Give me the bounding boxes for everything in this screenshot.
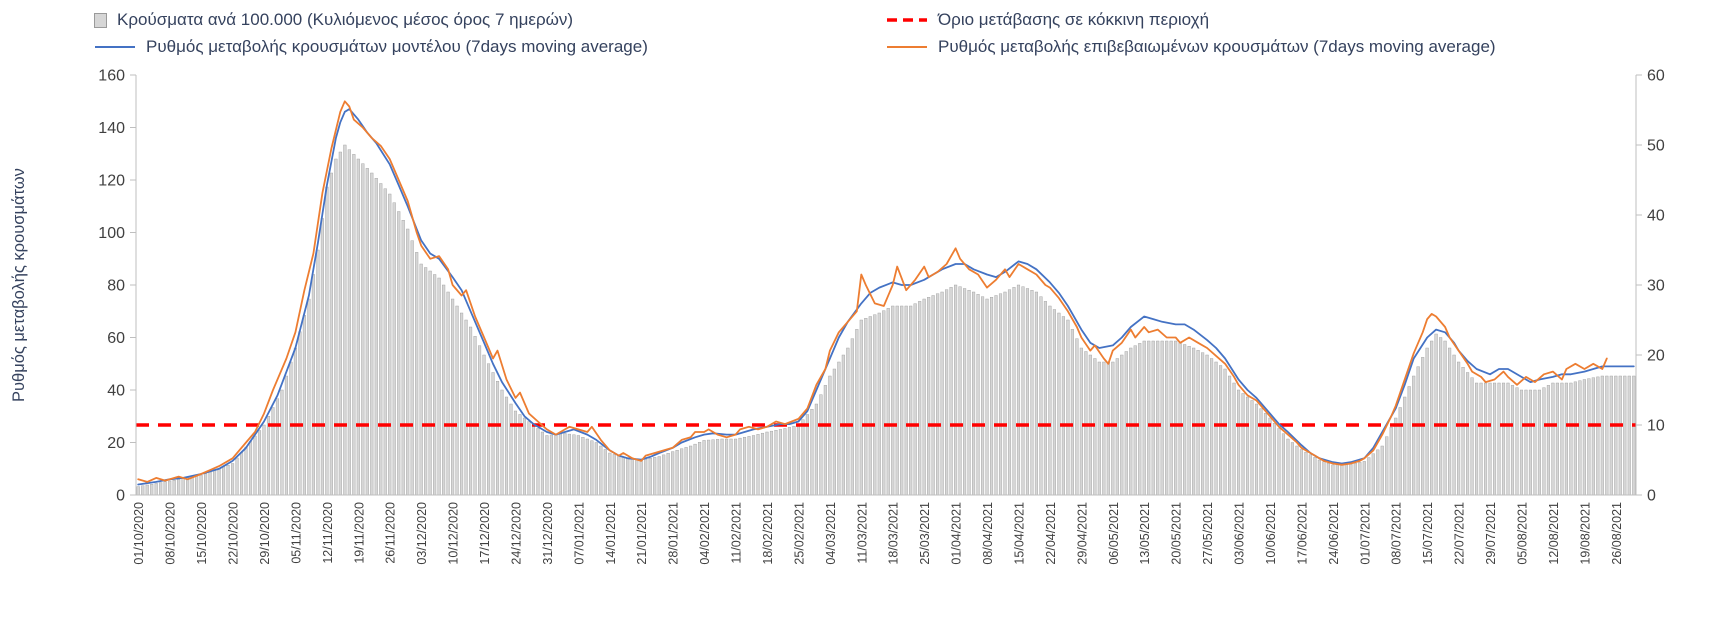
svg-text:29/07/2021: 29/07/2021 [1484,502,1498,565]
svg-text:26/11/2020: 26/11/2020 [384,502,398,564]
svg-text:04/02/2021: 04/02/2021 [698,502,712,565]
svg-text:12/11/2020: 12/11/2020 [321,502,335,564]
svg-text:22/07/2021: 22/07/2021 [1453,502,1467,565]
svg-text:0: 0 [1647,488,1656,505]
svg-text:15/04/2021: 15/04/2021 [1012,502,1026,565]
svg-text:100: 100 [98,225,125,242]
chart-canvas: 0 20 40 60 80 100 120 140 160 0 10 20 30 40 50 60 01/10/… [98,68,1665,565]
model-line-swatch-icon [95,46,135,48]
svg-text:13/05/2021: 13/05/2021 [1138,502,1152,565]
confirmed-line [137,100,1608,483]
svg-text:50: 50 [1647,138,1665,155]
svg-text:40: 40 [107,383,125,400]
svg-text:05/11/2020: 05/11/2020 [289,502,303,564]
svg-text:22/04/2021: 22/04/2021 [1044,502,1058,565]
svg-text:25/03/2021: 25/03/2021 [918,502,932,565]
x-axis-labels: 01/10/2020 08/10/2020 15/10/2020 22/10/2020… [132,502,1624,565]
svg-text:12/08/2021: 12/08/2021 [1547,502,1561,565]
svg-text:10/12/2020: 10/12/2020 [447,502,461,565]
svg-text:14/01/2021: 14/01/2021 [604,502,618,565]
svg-text:15/10/2020: 15/10/2020 [195,502,209,565]
legend-item-threshold: Όριο μετάβασης σε κόκκινη περιοχή [886,10,1678,30]
svg-text:140: 140 [98,120,125,137]
svg-text:60: 60 [1647,68,1665,85]
svg-text:01/07/2021: 01/07/2021 [1358,502,1372,565]
legend-item-model: Ρυθμός μεταβολής κρουσμάτων μοντέλου (7d… [94,37,886,57]
svg-text:20: 20 [107,435,125,452]
chart-area: Ρυθμός μεταβολής κρουσμάτων 0 20 40 60 80 100… [6,65,1708,610]
svg-text:18/03/2021: 18/03/2021 [887,502,901,565]
svg-text:10: 10 [1647,418,1665,435]
legend-label-model: Ρυθμός μεταβολής κρουσμάτων μοντέλου (7d… [146,37,648,56]
svg-text:20: 20 [1647,348,1665,365]
svg-text:04/03/2021: 04/03/2021 [824,502,838,565]
legend-label-threshold: Όριο μετάβασης σε κόκκινη περιοχή [938,10,1210,29]
threshold-dash-swatch-icon [887,18,927,22]
bar-series-swatch-icon [94,12,107,28]
svg-text:05/08/2021: 05/08/2021 [1515,502,1529,565]
svg-text:01/10/2020: 01/10/2020 [132,502,146,565]
svg-text:24/06/2021: 24/06/2021 [1327,502,1341,565]
legend-item-bars: Κρούσματα ανά 100.000 (Κυλιόμενος μέσος … [94,10,886,30]
svg-text:160: 160 [98,68,125,85]
svg-text:0: 0 [116,488,125,505]
y-axis-left-labels: 0 20 40 60 80 100 120 140 160 [98,68,136,505]
legend-item-confirmed: Ρυθμός μεταβολής επιβεβαιωμένων κρουσμάτ… [886,37,1678,57]
svg-text:01/04/2021: 01/04/2021 [950,502,964,565]
svg-text:29/04/2021: 29/04/2021 [1075,502,1089,565]
svg-text:19/08/2021: 19/08/2021 [1578,502,1592,565]
svg-text:21/01/2021: 21/01/2021 [635,502,649,565]
svg-text:27/05/2021: 27/05/2021 [1201,502,1215,565]
svg-text:20/05/2021: 20/05/2021 [1170,502,1184,565]
svg-text:19/11/2020: 19/11/2020 [352,502,366,564]
svg-text:08/07/2021: 08/07/2021 [1390,502,1404,565]
svg-text:31/12/2020: 31/12/2020 [541,502,555,565]
bars-series [136,144,1636,496]
svg-text:03/12/2020: 03/12/2020 [415,502,429,565]
svg-text:60: 60 [107,330,125,347]
svg-text:29/10/2020: 29/10/2020 [258,502,272,565]
svg-text:17/06/2021: 17/06/2021 [1295,502,1309,565]
legend-label-confirmed: Ρυθμός μεταβολής επιβεβαιωμένων κρουσμάτ… [938,37,1496,56]
svg-text:26/08/2021: 26/08/2021 [1610,502,1624,565]
svg-text:03/06/2021: 03/06/2021 [1233,502,1247,565]
svg-text:120: 120 [98,173,125,190]
y-axis-right-labels: 0 10 20 30 40 50 60 [1636,68,1665,505]
svg-text:10/06/2021: 10/06/2021 [1264,502,1278,565]
chart-legend: Κρούσματα ανά 100.000 (Κυλιόμενος μέσος … [94,10,1678,57]
legend-label-bars: Κρούσματα ανά 100.000 (Κυλιόμενος μέσος … [117,10,574,29]
svg-text:40: 40 [1647,208,1665,225]
svg-text:18/02/2021: 18/02/2021 [761,502,775,565]
svg-text:25/02/2021: 25/02/2021 [792,502,806,565]
svg-text:08/04/2021: 08/04/2021 [981,502,995,565]
confirmed-line-swatch-icon [887,46,927,48]
svg-text:17/12/2020: 17/12/2020 [478,502,492,565]
svg-text:06/05/2021: 06/05/2021 [1107,502,1121,565]
y-axis-title: Ρυθμός μεταβολής κρουσμάτων [10,168,28,402]
svg-text:07/01/2021: 07/01/2021 [572,502,586,565]
svg-text:80: 80 [107,278,125,295]
svg-text:24/12/2020: 24/12/2020 [509,502,523,565]
svg-text:08/10/2020: 08/10/2020 [164,502,178,565]
svg-text:22/10/2020: 22/10/2020 [227,502,241,565]
svg-text:11/02/2021: 11/02/2021 [730,502,744,564]
svg-text:30: 30 [1647,278,1665,295]
svg-text:15/07/2021: 15/07/2021 [1421,502,1435,565]
svg-text:28/01/2021: 28/01/2021 [667,502,681,565]
svg-text:11/03/2021: 11/03/2021 [855,502,869,564]
